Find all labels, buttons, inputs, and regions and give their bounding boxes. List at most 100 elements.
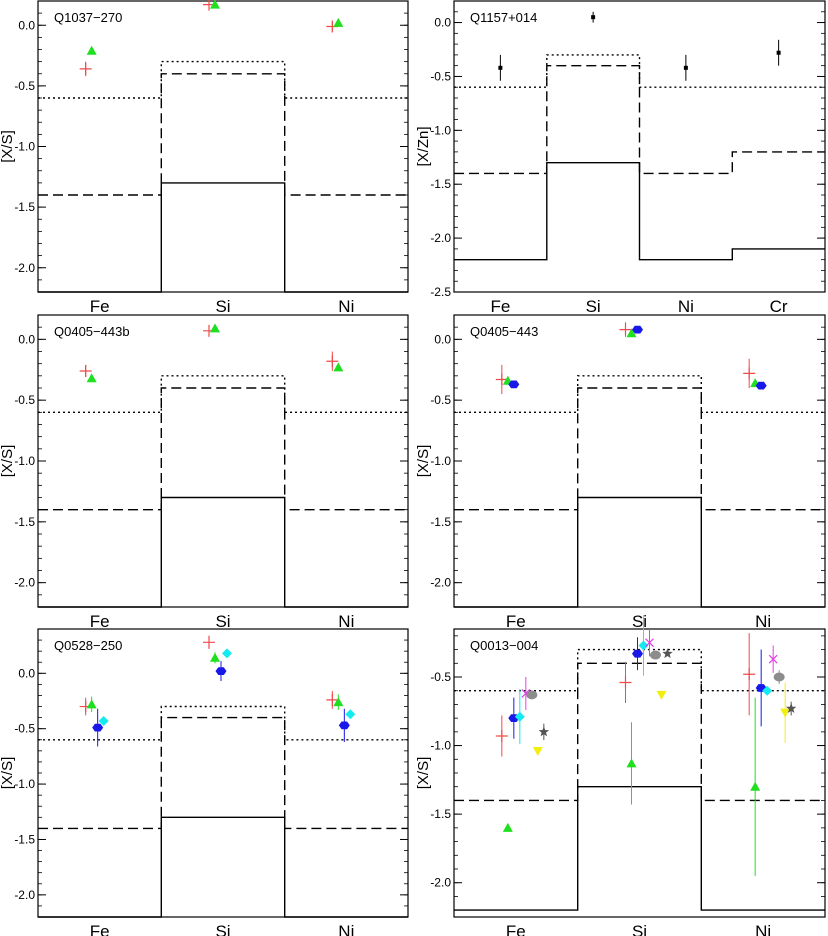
series-diamond xyxy=(514,615,773,745)
model-line-dashed xyxy=(454,65,825,175)
panel-title: Q1037−270 xyxy=(54,10,122,25)
plot-frame xyxy=(453,628,826,918)
category-label-ni: Ni xyxy=(338,297,354,316)
series-plus xyxy=(495,633,756,757)
data-point-star xyxy=(785,703,797,713)
category-label-fe: Fe xyxy=(90,922,110,936)
y-tick-label: -1.0 xyxy=(14,454,35,468)
model-line-solid xyxy=(454,786,825,911)
y-tick-label: -2.0 xyxy=(430,876,451,890)
model-line-solid xyxy=(454,496,825,608)
series-plus xyxy=(79,324,339,378)
panel-title: Q1157+014 xyxy=(470,10,537,25)
data-point-triangle xyxy=(86,45,97,55)
category-label-si: Si xyxy=(215,922,230,936)
y-tick-label: -0.5 xyxy=(430,69,451,83)
data-point-triangle xyxy=(86,699,97,709)
y-tick-label: -2.0 xyxy=(430,576,451,590)
y-tick-label: -2.0 xyxy=(14,888,35,902)
category-label-fe: Fe xyxy=(490,297,510,316)
data-point-plus xyxy=(79,62,92,75)
category-label-si: Si xyxy=(215,297,230,316)
series-triangle xyxy=(86,323,344,383)
category-label-si: Si xyxy=(632,922,647,936)
series-plus xyxy=(79,635,339,716)
y-tick-label: -1.0 xyxy=(430,739,451,753)
category-label-fe: Fe xyxy=(90,612,110,631)
panel-3: 0.0 -0.5 -1.0 -1.5 -2.0 [X/S] Fe Si Ni Q0405−443b xyxy=(0,314,409,631)
series-triangle xyxy=(86,0,344,55)
y-tick-label: -1.0 xyxy=(430,123,451,137)
data-point-triangle-down xyxy=(780,708,791,718)
category-label-si: Si xyxy=(586,297,601,316)
y-tick-label: 0.0 xyxy=(18,18,35,32)
data-point-diamond xyxy=(222,648,232,659)
y-axis-label: [X/S] xyxy=(415,445,432,478)
data-point-triangle xyxy=(210,0,220,9)
data-point-triangle xyxy=(333,362,344,372)
data-point-plus xyxy=(495,729,508,742)
data-point-plus xyxy=(79,364,92,377)
data-point-triangle xyxy=(210,652,220,662)
data-point-diamond xyxy=(514,711,525,722)
category-label-si: Si xyxy=(215,612,230,631)
data-point-triangle xyxy=(626,758,637,768)
data-point-plus xyxy=(743,367,756,380)
data-point-diamond xyxy=(638,640,649,651)
model-line-dotted xyxy=(454,375,825,413)
y-tick-label: -1.5 xyxy=(14,200,35,214)
y-axis-label: [X/Zn] xyxy=(415,126,432,166)
model-line-dotted xyxy=(38,375,408,413)
y-tick-label: -0.5 xyxy=(430,670,451,684)
model-line-dashed xyxy=(38,387,408,511)
y-tick-label: -1.5 xyxy=(14,515,35,529)
series-triangle xyxy=(86,652,344,713)
data-point-hexagon xyxy=(92,723,104,732)
y-tick-label: -0.5 xyxy=(14,393,35,407)
data-point-triangle xyxy=(750,781,761,791)
panel-4: 0.0 -0.5 -1.0 -1.5 -2.0 [X/S] Fe Si Ni Q0405−443 xyxy=(415,314,826,631)
data-point-plus xyxy=(619,676,632,689)
plot-frame xyxy=(37,0,409,293)
category-label-si: Si xyxy=(632,612,647,631)
data-point-square xyxy=(498,65,503,70)
data-point-triangle xyxy=(502,822,513,832)
plot-frame xyxy=(37,314,409,608)
y-axis-label: [X/S] xyxy=(0,130,16,163)
data-point-diamond xyxy=(762,685,773,696)
data-point-triangle xyxy=(333,697,344,707)
data-point-diamond xyxy=(98,715,109,726)
plot-frame xyxy=(453,314,826,608)
data-point-cross xyxy=(768,654,778,664)
y-tick-label: -2.0 xyxy=(14,576,35,590)
y-tick-label: -1.5 xyxy=(430,807,451,821)
data-point-star xyxy=(538,726,550,737)
category-label-fe: Fe xyxy=(90,297,110,316)
y-tick-label: 0.0 xyxy=(18,332,35,346)
data-point-triangle xyxy=(333,17,344,27)
series-triangle xyxy=(502,697,761,876)
model-line-dashed xyxy=(38,716,408,830)
panel-title: Q0528−250 xyxy=(54,638,122,653)
y-tick-label: -2.0 xyxy=(430,231,451,245)
series-cross xyxy=(521,629,778,710)
model-line-dashed xyxy=(38,73,408,196)
y-tick-label: -1.0 xyxy=(14,777,35,791)
series-star xyxy=(538,648,797,741)
data-point-hexagon xyxy=(338,721,350,730)
data-point-hexagon xyxy=(755,381,767,390)
y-tick-label: -1.0 xyxy=(430,454,451,468)
data-point-star xyxy=(662,648,673,659)
panel-6: -0.5 -1.0 -1.5 -2.0 [X/S] Fe Si Ni Q0013−004 xyxy=(415,615,826,936)
y-tick-label: -1.5 xyxy=(14,832,35,846)
data-point-plus xyxy=(326,355,339,368)
data-point-hexagon xyxy=(632,649,643,658)
data-point-plus xyxy=(619,323,632,336)
data-point-hexagon xyxy=(632,325,643,334)
category-label-cr: Cr xyxy=(770,297,788,316)
data-point-circle xyxy=(773,672,785,682)
model-line-dotted xyxy=(38,60,408,99)
model-line-solid xyxy=(38,816,408,918)
y-axis-label: [X/S] xyxy=(0,757,16,790)
data-point-triangle-down xyxy=(532,747,543,757)
